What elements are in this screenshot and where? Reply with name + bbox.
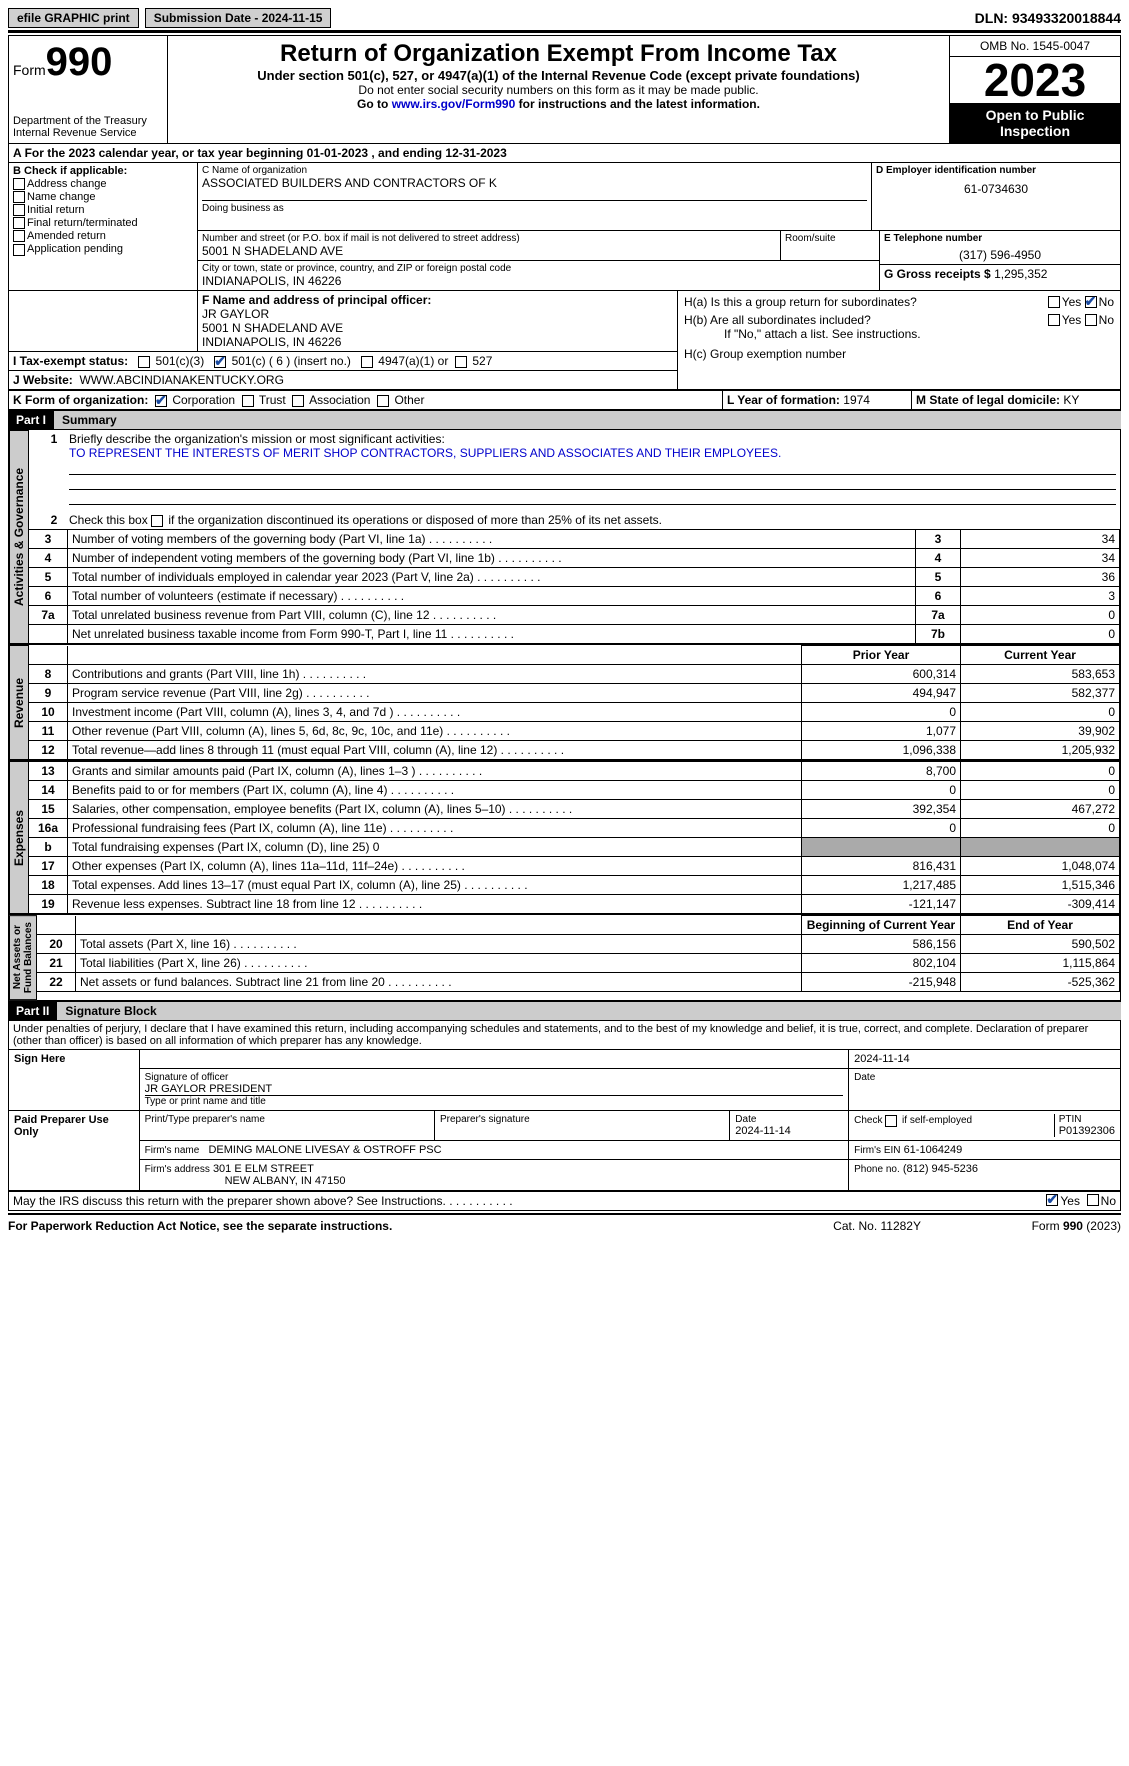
- checkbox-corporation[interactable]: [155, 395, 167, 407]
- section-c-label: C Name of organization: [202, 165, 867, 176]
- signature-table: Sign Here 2024-11-14 Signature of office…: [8, 1049, 1121, 1191]
- city-state-zip: INDIANAPOLIS, IN 46226: [202, 274, 875, 288]
- firm-name: DEMING MALONE LIVESAY & OSTROFF PSC: [208, 1144, 441, 1156]
- tax-year: 2023: [950, 57, 1120, 103]
- officer-signature: JR GAYLOR PRESIDENT: [145, 1083, 844, 1095]
- street-address: 5001 N SHADELAND AVE: [202, 244, 776, 258]
- checkbox-association[interactable]: [292, 395, 304, 407]
- checkbox-discuss-yes[interactable]: [1046, 1194, 1058, 1206]
- checkbox-527[interactable]: [455, 356, 467, 368]
- paid-preparer-label: Paid Preparer Use Only: [9, 1111, 140, 1191]
- efile-print-button[interactable]: efile GRAPHIC print: [8, 8, 139, 28]
- governance-table: 3Number of voting members of the governi…: [29, 529, 1120, 644]
- checkbox-amended-return[interactable]: [13, 230, 25, 242]
- section-g-label: G Gross receipts $: [884, 267, 991, 281]
- line-2: Check this box if the organization disco…: [69, 513, 1116, 527]
- instructions-link-line: Go to www.irs.gov/Form990 for instructio…: [172, 97, 945, 111]
- ein-value: 61-0734630: [876, 182, 1116, 196]
- officer-name: JR GAYLOR: [202, 307, 673, 321]
- section-b-checkboxes: B Check if applicable: Address change Na…: [9, 163, 198, 290]
- checkbox-trust[interactable]: [242, 395, 254, 407]
- expenses-table: 13Grants and similar amounts paid (Part …: [29, 761, 1120, 914]
- top-toolbar: efile GRAPHIC print Submission Date - 20…: [8, 8, 1121, 28]
- part1-title: Summary: [54, 411, 1121, 429]
- sign-date: 2024-11-14: [849, 1050, 1121, 1069]
- dln: DLN: 93493320018844: [975, 10, 1121, 26]
- section-k: K Form of organization: Corporation Trus…: [9, 391, 722, 409]
- form990-link[interactable]: www.irs.gov/Form990: [392, 97, 516, 111]
- h-b-note: If "No," attach a list. See instructions…: [724, 327, 1114, 341]
- mission-text[interactable]: TO REPRESENT THE INTERESTS OF MERIT SHOP…: [69, 446, 781, 460]
- h-b-label: H(b) Are all subordinates included?: [684, 313, 1048, 327]
- form-subtitle: Under section 501(c), 527, or 4947(a)(1)…: [172, 68, 945, 83]
- part2-title: Signature Block: [57, 1002, 1121, 1020]
- section-l: L Year of formation: 1974: [722, 391, 911, 409]
- net-assets-table: Beginning of Current Year End of Year 20…: [37, 915, 1120, 992]
- firm-phone: (812) 945-5236: [903, 1163, 978, 1175]
- checkbox-hb-yes[interactable]: [1048, 314, 1060, 326]
- open-public-badge: Open to Public Inspection: [950, 103, 1120, 143]
- checkbox-address-change[interactable]: [13, 178, 25, 190]
- checkbox-ha-yes[interactable]: [1048, 296, 1060, 308]
- h-c-label: H(c) Group exemption number: [684, 347, 1114, 361]
- checkbox-discuss-no[interactable]: [1087, 1194, 1099, 1206]
- form-number: Form990: [13, 40, 163, 85]
- checkbox-discontinued[interactable]: [151, 515, 163, 527]
- section-f-label: F Name and address of principal officer:: [202, 293, 673, 307]
- checkbox-other[interactable]: [377, 395, 389, 407]
- tab-activities-governance: Activities & Governance: [9, 430, 29, 644]
- form-header: Form990 Department of the Treasury Inter…: [8, 35, 1121, 144]
- section-e-label: E Telephone number: [884, 233, 1116, 244]
- penalties-text: Under penalties of perjury, I declare th…: [8, 1021, 1121, 1049]
- tab-expenses: Expenses: [9, 761, 29, 914]
- officer-addr2: INDIANAPOLIS, IN 46226: [202, 335, 673, 349]
- telephone-value: (317) 596-4950: [884, 248, 1116, 262]
- submission-date-button[interactable]: Submission Date - 2024-11-15: [145, 8, 332, 28]
- checkbox-hb-no[interactable]: [1085, 314, 1097, 326]
- room-label: Room/suite: [785, 233, 875, 244]
- sign-here-label: Sign Here: [9, 1050, 140, 1111]
- checkbox-ha-no[interactable]: [1085, 296, 1097, 308]
- section-m: M State of legal domicile: KY: [911, 391, 1120, 409]
- h-a-label: H(a) Is this a group return for subordin…: [684, 295, 1048, 309]
- page-footer: For Paperwork Reduction Act Notice, see …: [8, 1219, 1121, 1233]
- ptin-value: P01392306: [1059, 1125, 1115, 1137]
- tax-exempt-status: I Tax-exempt status: 501(c)(3) 501(c) ( …: [9, 352, 677, 371]
- tab-revenue: Revenue: [9, 645, 29, 760]
- firm-ein: 61-1064249: [904, 1144, 963, 1156]
- firm-address: 301 E ELM STREET: [213, 1163, 314, 1175]
- city-label: City or town, state or province, country…: [202, 263, 875, 274]
- checkbox-name-change[interactable]: [13, 191, 25, 203]
- discuss-question: May the IRS discuss this return with the…: [13, 1194, 1046, 1208]
- checkbox-application-pending[interactable]: [13, 244, 25, 256]
- section-d-label: D Employer identification number: [876, 165, 1116, 176]
- officer-addr1: 5001 N SHADELAND AVE: [202, 321, 673, 335]
- line-a-tax-year: A For the 2023 calendar year, or tax yea…: [8, 144, 1121, 163]
- part2-header: Part II: [8, 1002, 57, 1020]
- checkbox-initial-return[interactable]: [13, 204, 25, 216]
- revenue-table: Prior Year Current Year 8Contributions a…: [29, 645, 1120, 760]
- checkbox-501c3[interactable]: [138, 356, 150, 368]
- addr-label: Number and street (or P.O. box if mail i…: [202, 233, 776, 244]
- ssn-warning: Do not enter social security numbers on …: [172, 83, 945, 97]
- gross-receipts-value: 1,295,352: [994, 267, 1047, 281]
- checkbox-self-employed[interactable]: [885, 1115, 897, 1127]
- irs-label: Internal Revenue Service: [13, 127, 163, 139]
- dba-label: Doing business as: [202, 200, 867, 214]
- part1-header: Part I: [8, 411, 54, 429]
- checkbox-4947[interactable]: [361, 356, 373, 368]
- dept-treasury: Department of the Treasury: [13, 115, 163, 127]
- mission-label: Briefly describe the organization's miss…: [69, 432, 445, 446]
- form-title: Return of Organization Exempt From Incom…: [172, 40, 945, 68]
- website-value: WWW.ABCINDIANAKENTUCKY.ORG: [79, 373, 283, 387]
- checkbox-501c[interactable]: [214, 356, 226, 368]
- org-name: ASSOCIATED BUILDERS AND CONTRACTORS OF K: [202, 176, 867, 190]
- website-row: J Website: WWW.ABCINDIANAKENTUCKY.ORG: [9, 371, 677, 390]
- checkbox-final-return[interactable]: [13, 217, 25, 229]
- tab-net-assets: Net Assets orFund Balances: [9, 915, 37, 1000]
